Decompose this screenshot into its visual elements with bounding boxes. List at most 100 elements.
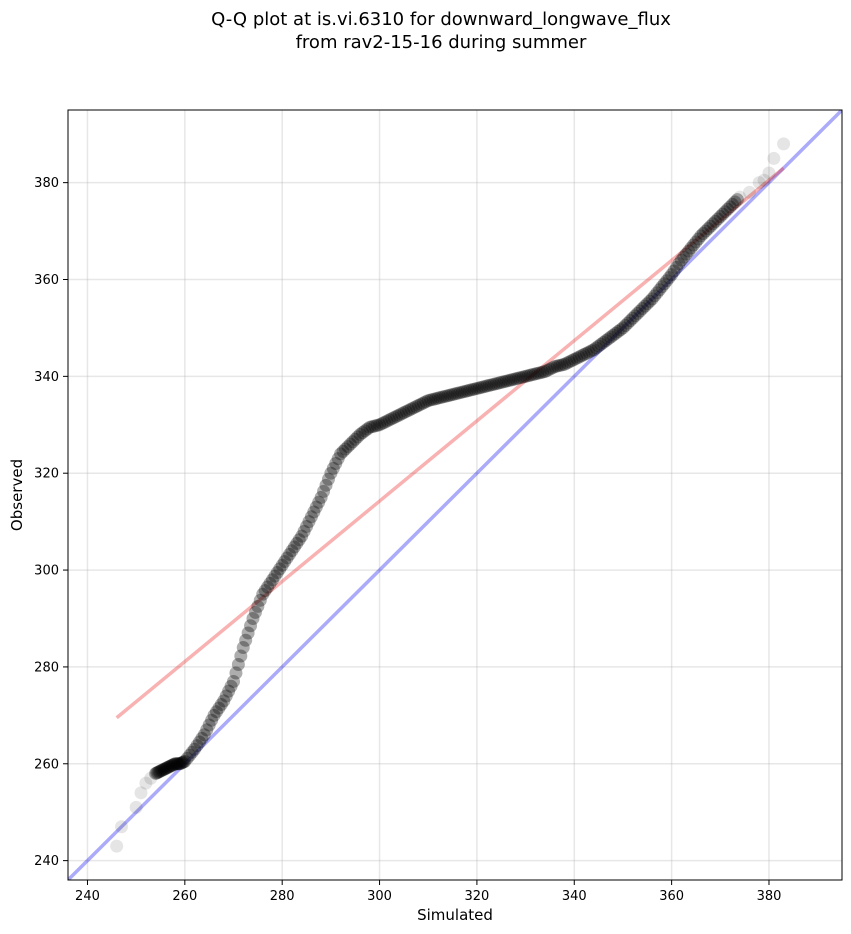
quantile-point [575, 349, 589, 363]
quantile-point [175, 756, 189, 770]
quantile-point [300, 519, 314, 533]
quantile-point [652, 283, 666, 297]
x-tick-label: 360 [659, 889, 684, 904]
quantile-point [609, 326, 623, 340]
quantile-point [171, 757, 185, 771]
quantile-point [251, 599, 265, 613]
quantile-point [158, 762, 172, 776]
quantile-point [562, 355, 576, 369]
quantile-point [667, 264, 681, 278]
quantile-point [465, 383, 479, 397]
quantile-point [687, 238, 701, 252]
ticks: 240 260 280 300 320 340 360 380 240 260 280 300 320 3… [34, 176, 781, 904]
quantile-point [377, 415, 391, 429]
quantile-point [373, 418, 387, 432]
y-tick-label: 240 [34, 854, 59, 869]
quantile-point [699, 224, 713, 238]
quantile-point [275, 558, 289, 572]
quantile-point [572, 350, 586, 364]
quantile-point [414, 397, 428, 411]
quantile-point [273, 562, 287, 576]
quantile-point [596, 335, 610, 349]
quantile-point [560, 356, 574, 370]
quantile-point [402, 403, 416, 417]
y-tick-label: 360 [34, 273, 59, 288]
quantile-point [757, 173, 771, 187]
quantile-point [348, 432, 362, 446]
quantile-point [528, 367, 542, 381]
quantile-point [514, 371, 528, 385]
quantile-point [409, 400, 423, 414]
quantile-point [467, 382, 481, 396]
quantile-point [550, 359, 564, 373]
quantile-point [708, 214, 722, 228]
quantile-point [163, 759, 177, 773]
quantile-point [704, 219, 718, 233]
quantile-point [516, 370, 530, 384]
quantile-point [156, 763, 170, 777]
quantile-point [292, 533, 306, 547]
quantile-point [672, 257, 686, 271]
quantile-point [244, 619, 258, 633]
x-tick-label: 280 [270, 889, 295, 904]
quantile-point [222, 684, 236, 698]
quantile-point [669, 260, 683, 274]
y-tick-label: 380 [34, 176, 59, 191]
quantile-point [489, 377, 503, 391]
quantile-point [470, 381, 484, 395]
quantile-point [567, 352, 581, 366]
quantile-point [511, 371, 525, 385]
quantile-point [592, 339, 606, 353]
quantile-point [487, 377, 501, 391]
quantile-point [190, 739, 204, 753]
quantile-point [441, 389, 455, 403]
y-tick-label: 280 [34, 660, 59, 675]
quantile-point [433, 391, 447, 405]
quantile-point [438, 389, 452, 403]
quantile-point [777, 137, 791, 151]
quantile-point [375, 417, 389, 431]
quantile-point [521, 369, 535, 383]
quantile-point [429, 392, 443, 406]
quantile-point [706, 217, 720, 231]
quantile-point [162, 760, 176, 774]
quantile-point [526, 368, 540, 382]
quantile-point [285, 544, 299, 558]
quantile-point [601, 332, 615, 346]
quantile-point [382, 413, 396, 427]
quantile-point [160, 761, 174, 775]
quantile-point [494, 375, 508, 389]
quantile-point [258, 584, 272, 598]
quantile-point [214, 697, 228, 711]
quantile-point [144, 771, 158, 785]
quantile-point [236, 641, 250, 655]
quantile-point [207, 708, 221, 722]
quantile-point [497, 375, 511, 389]
quantile-point [155, 763, 169, 777]
quantile-point [626, 311, 640, 325]
x-axis-label: Simulated [417, 906, 493, 924]
quantile-point [638, 299, 652, 313]
quantile-point [358, 424, 372, 438]
chart-title-line1: Q-Q plot at is.vi.6310 for downward_long… [211, 9, 671, 30]
lines [68, 110, 842, 880]
quantile-point [643, 294, 657, 308]
fit-line [115, 166, 785, 720]
quantile-point [307, 505, 321, 519]
quantile-point [424, 393, 438, 407]
quantile-point [416, 396, 430, 410]
quantile-point [404, 402, 418, 416]
quantile-point [545, 361, 559, 375]
quantile-point [730, 193, 744, 207]
quantile-point [334, 447, 348, 461]
quantile-point [172, 757, 186, 771]
quantile-point [314, 490, 328, 504]
quantile-point [385, 412, 399, 426]
quantile-point [202, 718, 216, 732]
quantile-point [711, 212, 725, 226]
quantile-point [365, 420, 379, 434]
quantile-point [618, 319, 632, 333]
quantile-point [234, 649, 248, 663]
quantile-point [689, 235, 703, 249]
quantile-point [343, 437, 357, 451]
